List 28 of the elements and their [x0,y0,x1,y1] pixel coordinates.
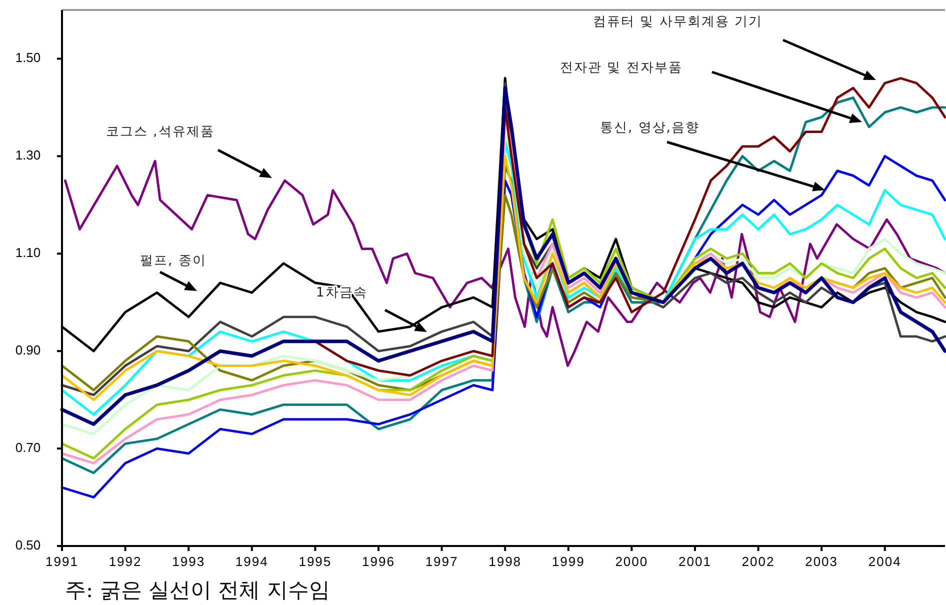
x-tick-label: 1999 [552,554,585,569]
annotation: 컴퓨터 및 사무회계용 기기 [593,14,762,30]
y-tick-label: 0.70 [15,440,41,455]
x-tick-label: 1998 [488,554,522,569]
x-tick-label: 1991 [46,554,78,569]
x-tick-label: 2003 [805,554,838,569]
annotation: 통신, 영상,음향 [600,120,700,136]
x-tick-label: 1994 [235,554,268,569]
x-tick-label: 2001 [678,554,712,569]
x-tick-label: 1997 [425,554,458,569]
line-series [314,77,946,377]
x-tick-label: 1992 [108,554,142,569]
text: 주: 굵은 실선이 전체 지수임 [65,578,330,602]
y-tick-label: 1.50 [15,50,41,66]
x-tick-label: 2000 [615,554,648,569]
y-tick-label: 0.90 [15,342,41,358]
x-tick-label: 2002 [742,554,775,569]
x-tick-label: 2004 [868,554,902,569]
annotation: 전자관 및 전자부품 [560,60,682,76]
x-tick-label: 1993 [172,554,206,569]
y-tick-label: 0.50 [15,537,41,552]
annotation: 코그스 ,석유제품 [106,124,214,140]
x-tick-label: 1995 [298,554,332,569]
y-tick-label: 1.30 [15,148,41,163]
x-tick-label: 1996 [362,554,395,569]
line-series [64,160,946,367]
y-tick-label: 1.10 [15,245,41,260]
annotation: 펄프, 종이 [140,254,206,269]
